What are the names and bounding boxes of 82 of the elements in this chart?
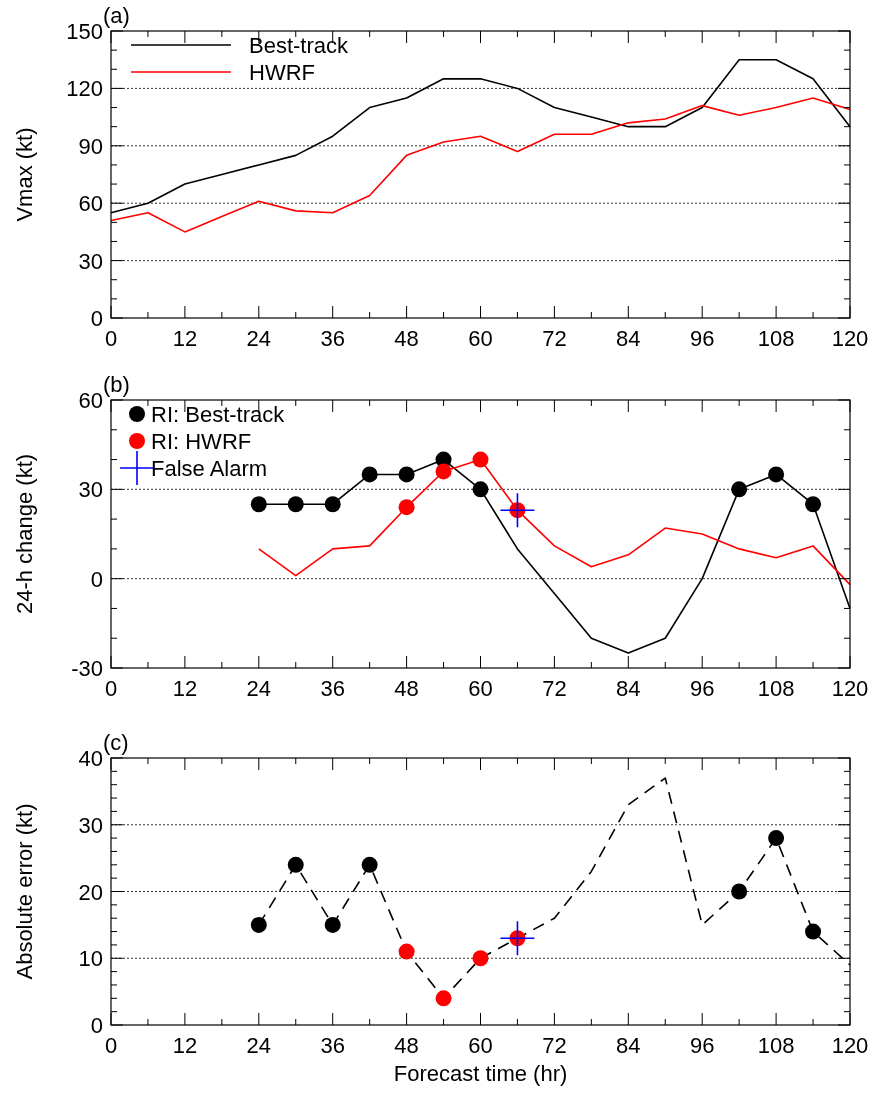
point (768, 830, 785, 847)
x-tick-label: 72 (542, 676, 567, 701)
x-tick-label: 60 (468, 676, 493, 701)
x-tick-label: 96 (689, 1033, 715, 1058)
point (250, 496, 267, 513)
x-tick-label: 120 (831, 326, 869, 351)
point (287, 856, 304, 873)
chart-title: (c) (103, 730, 129, 755)
x-tick-label: 24 (246, 1033, 272, 1058)
point (250, 916, 267, 933)
y-tick-label: -30 (71, 656, 103, 681)
line-series (110, 97, 851, 233)
point (472, 451, 489, 468)
x-tick-label: 24 (246, 326, 272, 351)
point (500, 921, 535, 956)
legend-label: HWRF (249, 60, 315, 85)
x-tick-label: 36 (320, 1033, 345, 1058)
y-tick-label: 60 (78, 191, 103, 217)
x-tick-label: 108 (757, 676, 795, 701)
point (472, 950, 489, 967)
x-tick-label: 72 (542, 1033, 567, 1058)
y-tick-label: 20 (78, 879, 103, 905)
y-tick-label: 30 (78, 812, 103, 838)
y-axis-title: Absolute error (kt) (12, 803, 37, 980)
x-tick-label: 48 (394, 676, 419, 701)
y-tick-label: 30 (78, 477, 103, 503)
x-tick-label: 12 (172, 1033, 198, 1058)
y-tick-label: 0 (90, 306, 103, 331)
x-tick-label: 96 (689, 676, 715, 701)
legend-label: False Alarm (151, 456, 268, 481)
y-tick-label: 0 (90, 1013, 103, 1038)
y-tick-label: 120 (66, 76, 103, 102)
point (731, 481, 748, 498)
y-tick-label: 90 (78, 133, 103, 159)
x-tick-label: 84 (616, 326, 641, 351)
y-tick-label: 10 (78, 946, 103, 972)
x-axis-title: Forecast time (hr) (393, 1061, 568, 1086)
point (324, 916, 341, 933)
x-tick-label: 96 (689, 326, 715, 351)
chart-title: (a) (103, 3, 130, 28)
x-tick-label: 120 (831, 676, 869, 701)
point (287, 496, 304, 513)
legend-label: RI: HWRF (151, 429, 252, 454)
point (324, 496, 341, 513)
point (361, 856, 378, 873)
y-tick-label: 30 (78, 248, 103, 274)
legend-label: RI: Best-track (151, 402, 286, 427)
point (398, 943, 415, 960)
x-tick-label: 108 (757, 1033, 795, 1058)
point (472, 481, 489, 498)
chart-title: (b) (103, 372, 130, 397)
point (398, 466, 415, 483)
x-tick-label: 60 (468, 326, 493, 351)
y-tick-label: 0 (90, 566, 103, 592)
point (435, 990, 452, 1007)
x-tick-label: 72 (542, 326, 567, 351)
point (805, 923, 822, 940)
y-axis-title: 24-h change (kt) (12, 453, 37, 615)
y-tick-label: 60 (78, 388, 103, 413)
x-tick-label: 36 (320, 676, 345, 701)
x-tick-label: 84 (616, 1033, 641, 1058)
point (435, 463, 452, 480)
x-tick-label: 84 (616, 676, 641, 701)
x-tick-label: 48 (394, 1033, 419, 1058)
point (361, 466, 378, 483)
y-tick-label: 40 (78, 746, 103, 771)
point (500, 493, 535, 528)
point (398, 499, 415, 516)
x-tick-label: 36 (320, 326, 345, 351)
point (768, 466, 785, 483)
x-tick-label: 12 (172, 326, 198, 351)
y-axis-title: Vmax (kt) (12, 127, 37, 222)
x-tick-label: 60 (468, 1033, 493, 1058)
legend-label: Best-track (249, 33, 350, 58)
y-tick-label: 150 (66, 19, 103, 44)
x-tick-label: 12 (172, 676, 198, 701)
point (731, 883, 748, 900)
point (805, 496, 822, 513)
x-tick-label: 24 (246, 676, 272, 701)
x-tick-label: 48 (394, 326, 419, 351)
x-tick-label: 120 (831, 1033, 869, 1058)
x-tick-label: 108 (757, 326, 795, 351)
